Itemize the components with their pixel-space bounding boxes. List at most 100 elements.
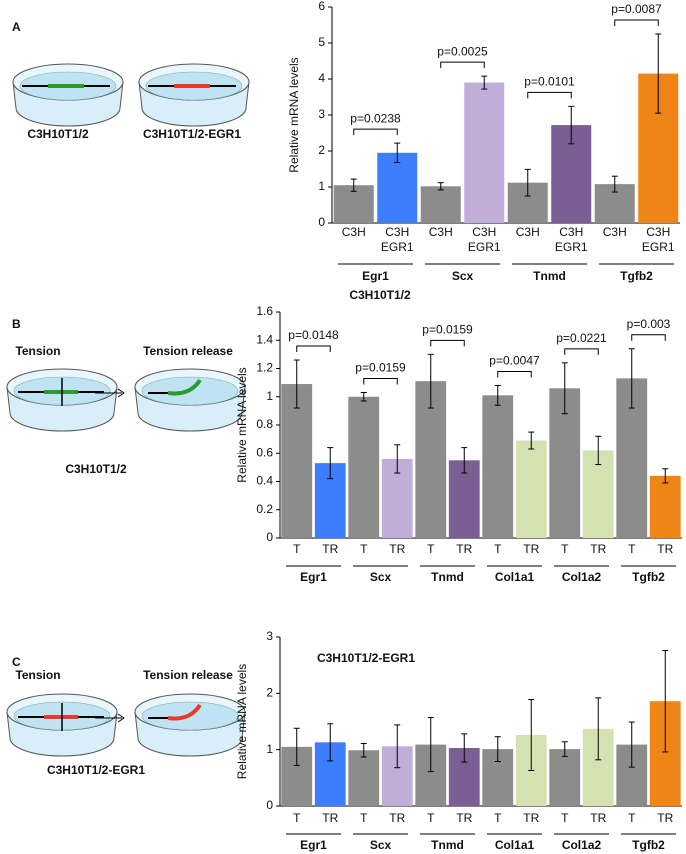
- bar: [515, 440, 547, 538]
- panel-label: C: [12, 655, 21, 669]
- significance-bracket: [497, 370, 532, 378]
- group-label: Egr1: [300, 570, 327, 584]
- significance-bracket: [564, 348, 599, 355]
- group-label: Tnmd: [533, 269, 566, 283]
- bar: [420, 186, 461, 223]
- y-tick-label: 5: [318, 35, 325, 49]
- x-tick-label: C3H: [559, 225, 583, 239]
- x-tick-label: T: [494, 811, 502, 825]
- bar: [549, 749, 581, 806]
- group-label: Egr1: [362, 269, 389, 283]
- x-tick-label: TR: [657, 811, 673, 825]
- dish-icon: [134, 693, 246, 757]
- y-tick-label: 3: [318, 107, 325, 121]
- x-tick-label: TR: [389, 542, 405, 556]
- y-tick-label: 1.6: [256, 304, 273, 318]
- x-tick-label: C3H: [516, 225, 540, 239]
- caption: Tension release: [143, 344, 233, 358]
- p-value: p=0.0159: [422, 323, 473, 337]
- x-tick-label: T: [293, 811, 301, 825]
- bar: [281, 384, 313, 538]
- x-tick-label: T: [628, 811, 636, 825]
- bar: [482, 395, 514, 538]
- y-tick-label: 1.4: [256, 332, 273, 346]
- dish-icon: [134, 368, 246, 432]
- x-tick-label: C3H: [603, 225, 627, 239]
- panel-label: B: [12, 317, 21, 331]
- p-value: p=0.0159: [355, 361, 406, 375]
- caption: C3H10T1/2: [27, 127, 89, 141]
- x-tick-label: T: [427, 542, 435, 556]
- dish-icon: [12, 63, 124, 127]
- group-label: Tnmd: [431, 838, 464, 852]
- p-value: p=0.0047: [489, 354, 540, 368]
- bar: [464, 82, 505, 223]
- x-tick-label: C3H: [646, 225, 670, 239]
- y-axis-label: Relative mRNA levels: [287, 57, 301, 172]
- x-tick-label: TR: [590, 542, 606, 556]
- p-value: p=0.0148: [288, 328, 339, 342]
- x-tick-label: EGR1: [468, 240, 501, 254]
- y-tick-label: 0: [266, 530, 273, 544]
- bar: [649, 475, 681, 538]
- x-tick-label: TR: [523, 542, 539, 556]
- x-tick-label: T: [293, 542, 301, 556]
- caption: Tension: [15, 668, 60, 682]
- y-tick-label: 0.2: [256, 502, 273, 516]
- significance-bracket: [363, 378, 398, 385]
- y-tick-label: 0: [318, 215, 325, 229]
- p-value: p=0.0025: [437, 44, 488, 58]
- y-axis-label: Relative mRNA levels: [235, 664, 249, 779]
- y-tick-label: 0.8: [256, 417, 273, 431]
- caption: C3H10T1/2-EGR1: [143, 127, 241, 141]
- p-value: p=0.0101: [524, 75, 575, 89]
- group-label: Col1a1: [495, 838, 535, 852]
- y-tick-label: 3: [266, 629, 273, 643]
- x-tick-label: C3H: [429, 225, 453, 239]
- y-tick-label: 6: [318, 0, 325, 13]
- y-tick-label: 1.2: [256, 361, 273, 375]
- p-value: p=0.0238: [350, 111, 401, 125]
- y-tick-label: 1: [318, 179, 325, 193]
- group-label: Tgfb2: [632, 838, 665, 852]
- x-tick-label: TR: [657, 542, 673, 556]
- x-tick-label: C3H: [472, 225, 496, 239]
- x-tick-label: T: [628, 542, 636, 556]
- y-tick-label: 0: [266, 798, 273, 812]
- group-label: Scx: [370, 838, 392, 852]
- significance-bracket: [614, 19, 659, 26]
- x-tick-label: TR: [322, 542, 338, 556]
- p-value: p=0.003: [627, 317, 671, 331]
- significance-bracket: [296, 345, 331, 353]
- x-tick-label: TR: [456, 811, 472, 825]
- group-label: Scx: [452, 269, 474, 283]
- x-tick-label: TR: [322, 811, 338, 825]
- x-tick-label: EGR1: [381, 240, 414, 254]
- significance-bracket: [353, 128, 398, 136]
- caption: Tension release: [143, 668, 233, 682]
- p-value: p=0.0221: [556, 331, 607, 345]
- group-label: Tnmd: [431, 570, 464, 584]
- x-tick-label: TR: [456, 542, 472, 556]
- x-tick-label: T: [427, 811, 435, 825]
- group-label: Tgfb2: [632, 570, 665, 584]
- bar: [348, 396, 380, 538]
- significance-bracket: [527, 91, 572, 99]
- group-label: Egr1: [300, 838, 327, 852]
- group-label: Col1a2: [562, 838, 602, 852]
- significance-bracket: [631, 334, 666, 341]
- y-tick-label: 0.4: [256, 474, 273, 488]
- y-tick-label: 4: [318, 71, 325, 85]
- p-value: p=0.0087: [611, 2, 662, 16]
- significance-bracket: [440, 61, 485, 69]
- x-tick-label: EGR1: [555, 240, 588, 254]
- caption: C3H10T1/2: [65, 462, 127, 476]
- significance-bracket: [430, 339, 465, 347]
- group-label: Tgfb2: [620, 269, 653, 283]
- group-label: Scx: [370, 570, 392, 584]
- dish-icon: [138, 63, 250, 127]
- chart-title: C3H10T1/2: [349, 288, 411, 302]
- caption: C3H10T1/2-EGR1: [47, 763, 145, 777]
- x-tick-label: TR: [389, 811, 405, 825]
